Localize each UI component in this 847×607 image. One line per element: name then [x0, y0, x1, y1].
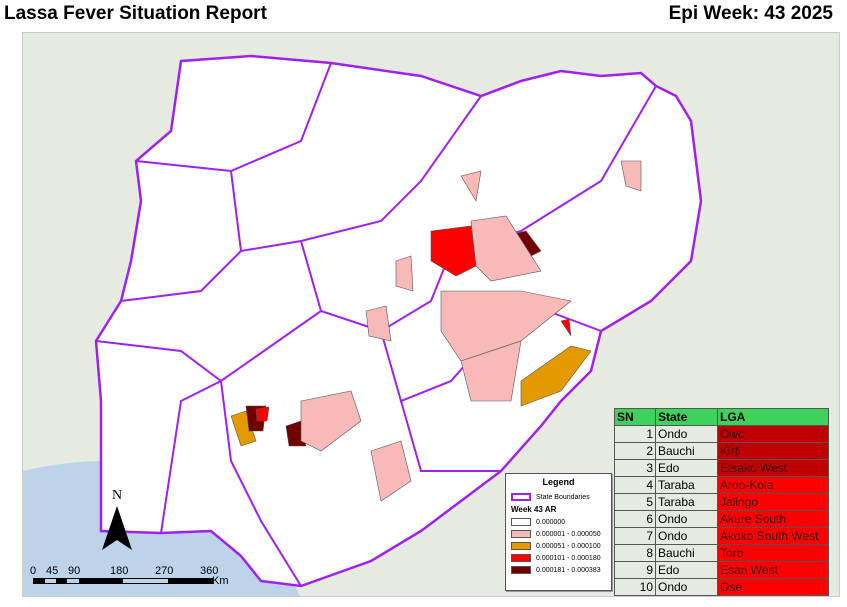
table-row: 8 Bauchi Toro [614, 544, 829, 562]
map-frame [22, 32, 840, 597]
header-lga: LGA [717, 408, 829, 426]
cell-lga: Etsako West [717, 459, 829, 477]
cell-sn: 3 [614, 459, 656, 477]
scale-unit: Km [212, 575, 229, 587]
table-row: 1 Ondo Owo [614, 425, 829, 443]
table-row: 7 Ondo Akoko South West [614, 527, 829, 545]
scale-tick: 90 [68, 565, 81, 577]
affected-lga [430, 225, 477, 277]
table-row: 3 Edo Etsako West [614, 459, 829, 477]
north-label: N [111, 488, 123, 503]
cell-lga: Ardo-Kola [717, 476, 829, 494]
table-row: 10 Ondo Ose [614, 578, 829, 596]
cell-lga: Akure South [717, 510, 829, 528]
scale-tick: 0 [30, 565, 37, 577]
affected-lga [560, 318, 572, 337]
cell-lga: Jalingo [717, 493, 829, 511]
affected-lga [230, 410, 257, 447]
cell-state: Taraba [655, 493, 718, 511]
cell-lga: Esan West [717, 561, 829, 579]
cell-lga: Owo [717, 425, 829, 443]
affected-lga [520, 345, 592, 407]
legend-class-label: 0.000051 - 0.000100 [536, 542, 601, 550]
cell-sn: 10 [614, 578, 656, 596]
scale-tick: 360 [200, 565, 219, 577]
scale-tick: 45 [46, 565, 59, 577]
legend-class-label: 0.000101 - 0.000180 [536, 554, 601, 562]
cell-lga: Kirfi [717, 442, 829, 460]
table-row: 6 Ondo Akure South [614, 510, 829, 528]
scale-tick: 270 [155, 565, 174, 577]
cell-state: Bauchi [655, 544, 718, 562]
cell-state: Taraba [655, 476, 718, 494]
legend-title: Legend [542, 477, 575, 487]
legend-subtitle: Week 43 AR [511, 505, 557, 514]
table-row: 9 Edo Esan West [614, 561, 829, 579]
epi-week-label: Epi Week: 43 2025 [668, 3, 833, 24]
cell-sn: 7 [614, 527, 656, 545]
legend-class-label: 0.000001 - 0.000050 [536, 530, 601, 538]
cell-lga: Toro [717, 544, 829, 562]
legend-class-label: 0.000181 - 0.000383 [536, 566, 601, 574]
cell-sn: 5 [614, 493, 656, 511]
north-arrow: N [100, 488, 134, 557]
map-legend: Legend State Boundaries Week 43 AR 0.000… [505, 473, 612, 591]
nigeria-map [23, 54, 703, 596]
cell-state: Bauchi [655, 442, 718, 460]
cell-lga: Akoko South West [717, 527, 829, 545]
table-row: 2 Bauchi Kirfi [614, 442, 829, 460]
cell-sn: 6 [614, 510, 656, 528]
cell-state: Ondo [655, 527, 718, 545]
table-row: 5 Taraba Jalingo [614, 493, 829, 511]
cell-state: Ondo [655, 578, 718, 596]
cell-state: Edo [655, 459, 718, 477]
legend-boundary-label: State Boundaries [536, 493, 590, 501]
scale-bar-graphic [33, 578, 213, 584]
table-row: 4 Taraba Ardo-Kola [614, 476, 829, 494]
legend-class-label: 0.000000 [536, 518, 566, 526]
header-state: State [655, 408, 718, 426]
cell-state: Edo [655, 561, 718, 579]
state-boundaries [95, 62, 657, 587]
cell-sn: 9 [614, 561, 656, 579]
cell-sn: 8 [614, 544, 656, 562]
cell-sn: 2 [614, 442, 656, 460]
cell-sn: 4 [614, 476, 656, 494]
top-lga-table: SN State LGA 1 Ondo Owo 2 Bauchi Kirfi 3 Edo Ets… [614, 408, 829, 596]
affected-lga [255, 406, 270, 422]
header-sn: SN [614, 408, 656, 426]
cell-state: Ondo [655, 425, 718, 443]
north-arrow-icon [102, 506, 132, 550]
report-title: Lassa Fever Situation Report [4, 3, 267, 24]
scale-tick: 180 [110, 565, 129, 577]
cell-state: Ondo [655, 510, 718, 528]
cell-sn: 1 [614, 425, 656, 443]
cell-lga: Ose [717, 578, 829, 596]
